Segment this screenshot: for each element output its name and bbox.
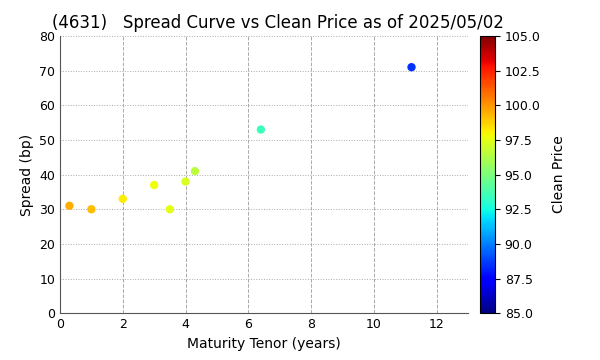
- Point: [256, 127, 266, 132]
- Point: [86, 206, 96, 212]
- Y-axis label: Spread (bp): Spread (bp): [20, 134, 34, 216]
- Point: [190, 168, 200, 174]
- Point: [165, 206, 175, 212]
- Text: (4631)   Spread Curve vs Clean Price as of 2025/05/02: (4631) Spread Curve vs Clean Price as of…: [52, 14, 504, 32]
- Point: [149, 182, 159, 188]
- X-axis label: Maturity Tenor (years): Maturity Tenor (years): [187, 337, 341, 351]
- Y-axis label: Clean Price: Clean Price: [552, 136, 566, 213]
- Point: [118, 196, 128, 202]
- Point: [181, 179, 190, 184]
- Point: [65, 203, 74, 209]
- Point: [407, 64, 416, 70]
